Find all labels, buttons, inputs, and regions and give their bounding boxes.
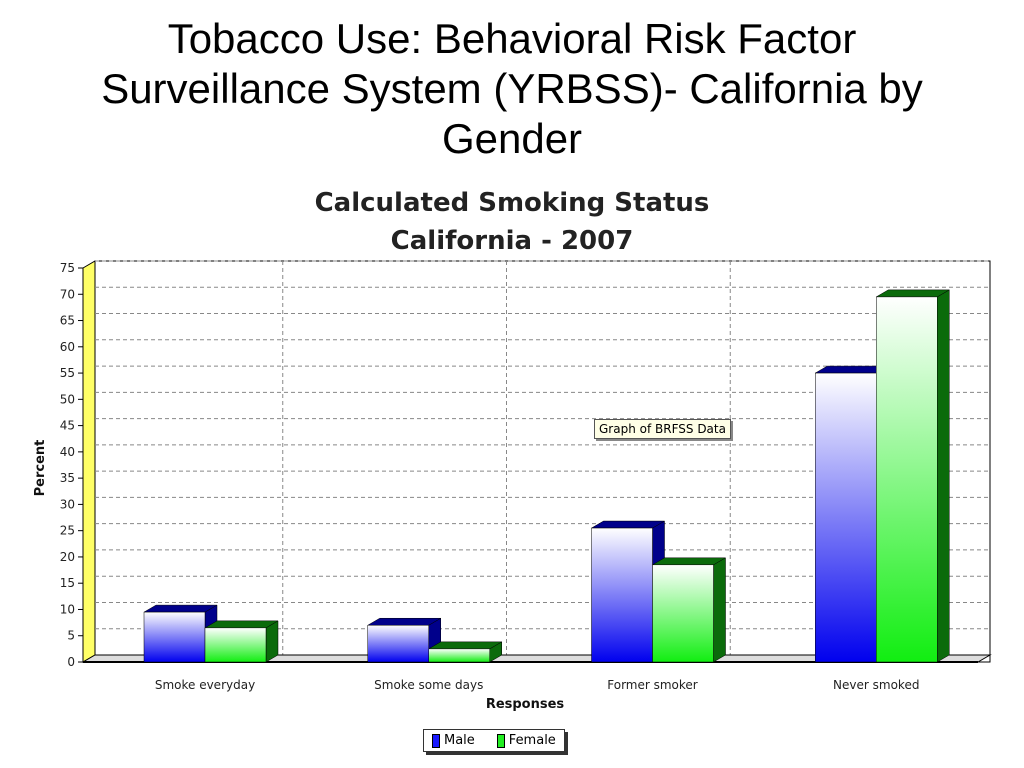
y-tick-label: 0 [67,655,75,669]
legend-item-female: Female [496,733,556,748]
x-category-label: Smoke everyday [155,678,255,692]
legend-swatch-female [496,733,505,748]
chart-title-line-1: Calculated Smoking Status [314,188,710,218]
x-category-label: Smoke some days [374,678,483,692]
bar-front [143,611,206,663]
bar-front [876,296,938,663]
chart-tooltip: Graph of BRFSS Data [594,419,731,439]
y-tick-label: 45 [60,419,75,433]
bar-front [815,372,877,663]
slide-title-line-1: Tobacco Use: Behavioral Risk Factor [167,15,857,62]
bar-top [875,289,951,298]
chart-title: Calculated Smoking Status California - 2… [0,184,1024,260]
slide-title-line-3: Gender [441,115,583,162]
bar-top [590,520,666,529]
bar-female-2 [651,557,727,663]
y-axis-title: Percent [33,440,48,497]
y-tick-label: 30 [60,497,75,511]
bar-male-2 [590,520,666,663]
x-axis-title: Responses [486,697,565,712]
y-tick-label: 20 [60,550,75,564]
bar-side [713,557,726,663]
slide-title: Tobacco Use: Behavioral Risk Factor Surv… [0,14,1024,164]
bar-top [366,617,442,626]
y-tick-label: 55 [60,366,75,380]
bar-front [591,527,653,663]
y-tick-label: 35 [60,471,75,485]
y-tick-label: 5 [67,629,75,643]
bar-top [427,641,503,650]
bar-front [204,627,267,663]
y-tick-label: 50 [60,392,75,406]
bar-layer [143,289,951,663]
bar-front [367,624,429,663]
legend-label-female: Female [508,733,556,748]
legend-item-male: Male [432,733,475,748]
y-tick-label: 75 [60,261,75,275]
y-tick-label: 70 [60,287,75,301]
y-tick-label: 10 [60,602,75,616]
bar-side [937,289,950,663]
y-tick-label: 60 [60,340,75,354]
legend-label-male: Male [444,733,475,748]
bar-male-1 [366,617,442,663]
bar-top [204,620,279,629]
bar-female-0 [204,620,279,663]
x-category-label: Never smoked [833,678,919,692]
bar-female-3 [875,289,951,663]
y-tick-label: 25 [60,524,75,538]
bar-top [143,604,218,613]
y-tick-label: 15 [60,576,75,590]
slide-title-line-2: Surveillance System (YRBSS)- California … [101,65,923,112]
bar-front [652,564,714,663]
x-category-label: Former smoker [607,678,698,692]
label-layer: 0 5 10 15 20 25 30 35 40 45 50 55 60 65 70 75 Smoke ever… [33,261,919,712]
bar-top [651,557,727,566]
chart-legend: Male Female [423,729,565,752]
y-axis-wall [82,260,96,663]
y-tick-label: 65 [60,314,75,328]
bar-front [428,648,490,663]
legend-swatch-male [432,733,440,748]
chart-title-line-2: California - 2007 [390,226,634,256]
bar-female-1 [427,641,503,663]
y-tick-label: 40 [60,445,75,459]
